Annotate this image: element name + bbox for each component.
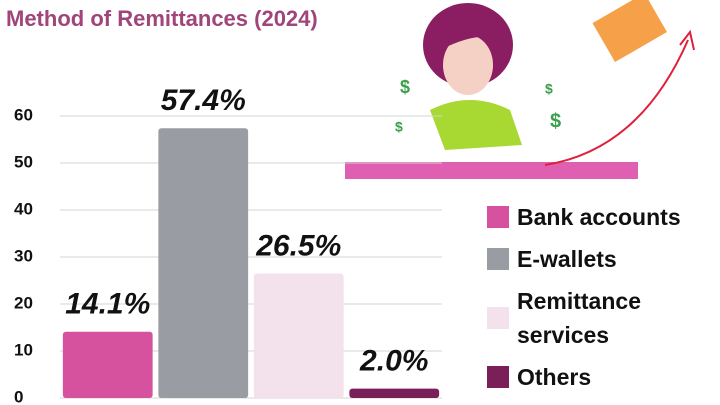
legend-label: E-wallets: [517, 246, 617, 272]
legend-swatch: [487, 307, 509, 329]
legend-swatch: [487, 206, 509, 228]
y-tick-label: 60: [14, 105, 33, 124]
y-tick-label: 30: [14, 246, 33, 265]
bar: [349, 388, 440, 398]
bar: [253, 273, 344, 398]
svg-text:$: $: [400, 77, 410, 97]
bar: [158, 128, 249, 398]
y-tick-label: 0: [14, 387, 23, 405]
value-label: 26.5%: [255, 229, 341, 262]
legend-item: Others: [487, 360, 687, 394]
legend-item: Remittance services: [487, 284, 687, 352]
y-tick-label: 10: [14, 340, 33, 359]
legend-label: Bank accounts: [517, 204, 681, 230]
legend-label: Others: [517, 364, 592, 390]
y-tick-label: 20: [14, 293, 33, 312]
y-tick-label: 40: [14, 199, 33, 218]
svg-text:$: $: [545, 81, 553, 97]
value-label: 57.4%: [161, 84, 246, 117]
chart-title: Method of Remittances (2024): [6, 6, 318, 31]
y-tick-label: 50: [14, 152, 33, 171]
value-label: 2.0%: [359, 345, 428, 378]
value-label: 14.1%: [65, 288, 150, 321]
legend-item: E-wallets: [487, 242, 687, 276]
svg-text:$: $: [550, 110, 561, 132]
svg-text:$: $: [395, 119, 403, 135]
legend-label: Remittance services: [517, 288, 641, 348]
legend-swatch: [487, 366, 509, 388]
legend-swatch: [487, 248, 509, 270]
bar: [62, 331, 153, 398]
illustration: $ $ $ $: [345, 0, 695, 179]
legend: Bank accounts E-wallets Remittance service…: [487, 200, 687, 402]
legend-item: Bank accounts: [487, 200, 687, 234]
